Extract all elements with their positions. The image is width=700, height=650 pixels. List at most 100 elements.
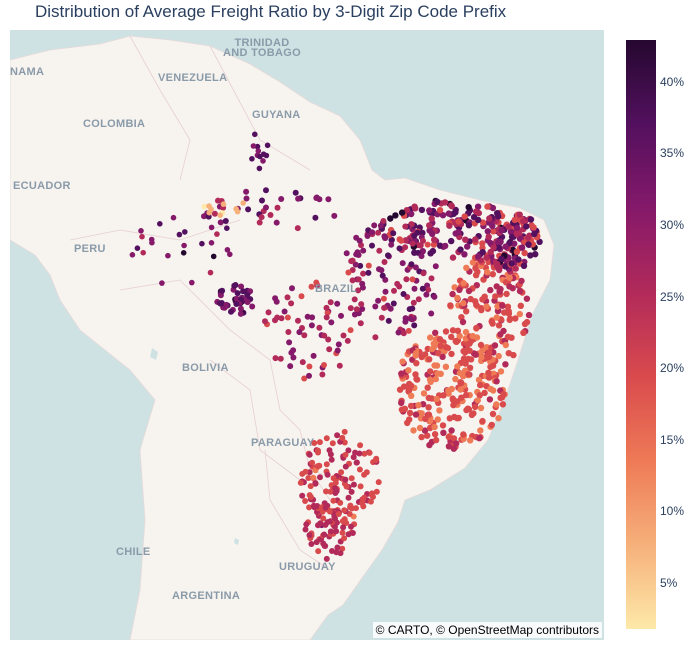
zip-prefix-point[interactable] — [399, 358, 406, 365]
zip-prefix-point[interactable] — [369, 490, 375, 497]
zip-prefix-point[interactable] — [243, 188, 250, 195]
zip-prefix-point[interactable] — [450, 445, 457, 452]
zip-prefix-point[interactable] — [464, 243, 471, 250]
zip-prefix-point[interactable] — [170, 214, 177, 221]
zip-prefix-point[interactable] — [511, 240, 518, 247]
zip-prefix-point[interactable] — [443, 344, 450, 351]
zip-prefix-point[interactable] — [351, 296, 358, 303]
zip-prefix-point[interactable] — [326, 346, 333, 353]
zip-prefix-point[interactable] — [489, 362, 497, 369]
zip-prefix-point[interactable] — [308, 541, 315, 547]
zip-prefix-point[interactable] — [478, 306, 485, 314]
zip-prefix-point[interactable] — [454, 294, 461, 302]
zip-prefix-point[interactable] — [432, 375, 439, 383]
zip-prefix-point[interactable] — [415, 296, 422, 303]
zip-prefix-point[interactable] — [495, 415, 502, 422]
zip-prefix-point[interactable] — [521, 249, 528, 257]
zip-prefix-point[interactable] — [485, 233, 492, 240]
zip-prefix-point[interactable] — [453, 338, 460, 345]
zip-prefix-point[interactable] — [215, 197, 221, 204]
zip-prefix-point[interactable] — [395, 329, 402, 336]
zip-prefix-point[interactable] — [339, 518, 346, 525]
zip-prefix-point[interactable] — [484, 228, 491, 235]
zip-prefix-point[interactable] — [314, 503, 321, 509]
zip-prefix-point[interactable] — [449, 327, 457, 334]
zip-prefix-point[interactable] — [426, 376, 434, 383]
zip-prefix-point[interactable] — [348, 488, 355, 495]
zip-prefix-point[interactable] — [129, 252, 136, 258]
zip-prefix-point[interactable] — [350, 481, 357, 488]
zip-prefix-point[interactable] — [201, 213, 207, 220]
zip-prefix-point[interactable] — [217, 212, 223, 218]
zip-prefix-point[interactable] — [189, 279, 195, 286]
zip-prefix-point[interactable] — [407, 315, 414, 322]
zip-prefix-point[interactable] — [458, 314, 465, 321]
zip-prefix-point[interactable] — [256, 219, 263, 226]
zip-prefix-point[interactable] — [525, 241, 532, 248]
zip-prefix-point[interactable] — [345, 531, 352, 538]
zip-prefix-point[interactable] — [458, 394, 465, 401]
zip-prefix-point[interactable] — [477, 404, 485, 412]
zip-prefix-point[interactable] — [290, 354, 297, 361]
zip-prefix-point[interactable] — [320, 515, 327, 522]
zip-prefix-point[interactable] — [493, 314, 500, 321]
zip-prefix-point[interactable] — [465, 287, 473, 295]
zip-prefix-point[interactable] — [390, 230, 397, 237]
zip-prefix-point[interactable] — [508, 260, 515, 267]
zip-prefix-point[interactable] — [210, 253, 217, 260]
zip-prefix-point[interactable] — [520, 262, 528, 269]
zip-prefix-point[interactable] — [455, 414, 462, 422]
zip-prefix-point[interactable] — [372, 303, 379, 310]
zip-prefix-point[interactable] — [442, 328, 450, 335]
zip-prefix-point[interactable] — [340, 332, 347, 339]
zip-prefix-point[interactable] — [233, 301, 240, 307]
zip-prefix-point[interactable] — [299, 492, 306, 499]
zip-prefix-point[interactable] — [369, 229, 376, 236]
zip-prefix-point[interactable] — [365, 262, 372, 269]
zip-prefix-point[interactable] — [411, 285, 418, 292]
zip-prefix-point[interactable] — [477, 381, 484, 389]
zip-prefix-point[interactable] — [339, 529, 346, 536]
zip-prefix-point[interactable] — [475, 253, 482, 260]
zip-prefix-point[interactable] — [134, 245, 141, 251]
zip-prefix-point[interactable] — [369, 242, 375, 249]
zip-prefix-point[interactable] — [418, 353, 425, 361]
zip-prefix-point[interactable] — [412, 411, 420, 418]
zip-prefix-point[interactable] — [425, 286, 432, 293]
zip-prefix-point[interactable] — [452, 375, 459, 383]
zip-prefix-point[interactable] — [525, 234, 532, 241]
zip-prefix-point[interactable] — [342, 463, 349, 470]
zip-prefix-point[interactable] — [372, 457, 379, 464]
zip-prefix-point[interactable] — [359, 284, 366, 291]
zip-prefix-point[interactable] — [460, 431, 467, 438]
zip-prefix-point[interactable] — [332, 515, 338, 522]
zip-prefix-point[interactable] — [465, 204, 472, 211]
zip-prefix-point[interactable] — [332, 490, 339, 496]
zip-prefix-point[interactable] — [294, 225, 301, 232]
zip-prefix-point[interactable] — [466, 340, 473, 347]
zip-prefix-point[interactable] — [418, 253, 425, 260]
zip-prefix-point[interactable] — [484, 269, 491, 276]
zip-prefix-point[interactable] — [398, 237, 405, 244]
zip-prefix-point[interactable] — [419, 285, 426, 292]
zip-prefix-point[interactable] — [523, 295, 531, 302]
zip-prefix-point[interactable] — [335, 511, 342, 517]
zip-prefix-point[interactable] — [489, 320, 496, 327]
zip-prefix-point[interactable] — [445, 387, 452, 394]
zip-prefix-point[interactable] — [498, 255, 505, 262]
zip-prefix-point[interactable] — [321, 332, 328, 339]
zip-prefix-point[interactable] — [516, 310, 523, 318]
zip-prefix-point[interactable] — [323, 304, 330, 311]
zip-prefix-point[interactable] — [302, 468, 309, 475]
zip-prefix-point[interactable] — [465, 371, 472, 378]
zip-prefix-point[interactable] — [316, 324, 323, 331]
zip-prefix-point[interactable] — [420, 270, 427, 277]
zip-prefix-point[interactable] — [467, 437, 474, 444]
zip-prefix-point[interactable] — [302, 498, 309, 504]
zip-prefix-point[interactable] — [140, 249, 146, 256]
zip-prefix-point[interactable] — [315, 548, 322, 555]
zip-prefix-point[interactable] — [398, 209, 406, 216]
zip-prefix-point[interactable] — [201, 203, 208, 210]
zip-prefix-point[interactable] — [388, 241, 395, 248]
zip-prefix-point[interactable] — [272, 317, 278, 324]
